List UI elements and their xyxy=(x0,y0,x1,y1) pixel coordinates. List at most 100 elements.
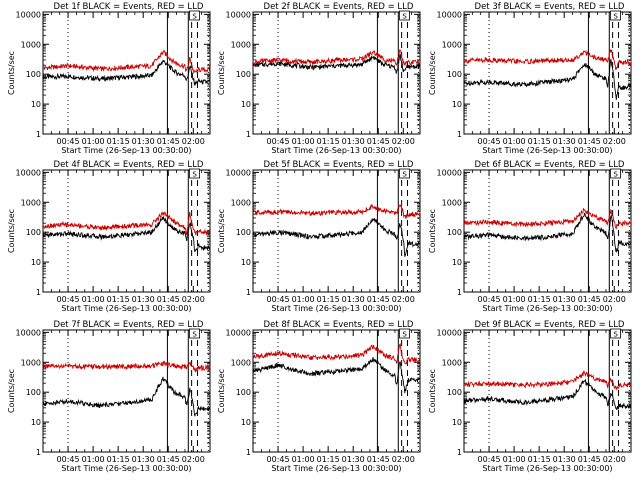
x-tick-label: 01:30 xyxy=(553,295,576,304)
x-tick-label: 01:15 xyxy=(528,137,551,146)
lld-series-line xyxy=(463,207,632,230)
y-tick-label: 10 xyxy=(241,258,251,267)
y-tick-label: 1 xyxy=(457,288,462,297)
y-tick-label: 1 xyxy=(246,288,251,297)
y-tick-label: 10000 xyxy=(437,168,462,177)
y-axis-label: Counts/sec xyxy=(7,209,16,253)
y-tick-label: 10 xyxy=(31,100,41,109)
panel-title: Det 5f BLACK = Events, RED = LLD xyxy=(264,160,414,170)
y-axis-label: Counts/sec xyxy=(7,51,16,95)
y-tick-label: 10 xyxy=(31,258,41,267)
y-tick-label: 10 xyxy=(452,100,462,109)
y-tick-label: 10 xyxy=(241,100,251,109)
events-series-line xyxy=(463,212,632,253)
y-tick-label: 10000 xyxy=(226,10,251,19)
y-tick-label: 100 xyxy=(26,70,41,79)
panel-det-4: Det 4f BLACK = Events, RED = LLD 1 10 100 10… xyxy=(7,160,211,313)
x-tick-label: 01:30 xyxy=(132,137,155,146)
y-tick-label: 1000 xyxy=(442,358,462,367)
x-tick-label: 01:30 xyxy=(342,295,365,304)
y-axis-label: Counts/sec xyxy=(428,209,437,253)
y-axis-label: Counts/sec xyxy=(7,369,16,413)
x-tick-label: 00:45 xyxy=(57,455,80,464)
x-tick-label: 01:00 xyxy=(82,295,105,304)
x-tick-label: 02:00 xyxy=(182,455,205,464)
y-axis-label: Counts/sec xyxy=(217,369,226,413)
y-tick-label: 100 xyxy=(447,70,462,79)
x-tick-label: 01:00 xyxy=(292,137,315,146)
y-tick-label: 1 xyxy=(36,448,41,457)
x-tick-label: 02:00 xyxy=(603,455,626,464)
y-tick-label: 100 xyxy=(447,388,462,397)
flag-box xyxy=(189,10,200,21)
y-tick-label: 1000 xyxy=(21,198,41,207)
flag-label: S xyxy=(402,13,407,21)
x-tick-label: 00:45 xyxy=(267,455,290,464)
lld-series-line xyxy=(463,49,632,71)
flag-label: S xyxy=(613,331,618,339)
x-tick-label: 01:45 xyxy=(578,137,601,146)
x-tick-label: 01:00 xyxy=(292,295,315,304)
x-tick-label: 01:15 xyxy=(107,295,130,304)
x-tick-label: 01:15 xyxy=(317,137,340,146)
flag-label: S xyxy=(402,171,407,179)
lld-series-line xyxy=(42,360,211,373)
x-tick-label: 01:45 xyxy=(157,137,180,146)
panel-title: Det 6f BLACK = Events, RED = LLD xyxy=(475,160,625,170)
x-tick-label: 00:45 xyxy=(267,137,290,146)
panel-title: Det 8f BLACK = Events, RED = LLD xyxy=(264,320,414,330)
x-tick-label: 01:30 xyxy=(553,137,576,146)
y-tick-label: 10 xyxy=(31,418,41,427)
x-tick-label: 00:45 xyxy=(57,295,80,304)
x-tick-label: 02:00 xyxy=(182,295,205,304)
x-tick-label: 01:30 xyxy=(132,455,155,464)
y-tick-label: 100 xyxy=(236,388,251,397)
x-tick-label: 02:00 xyxy=(182,137,205,146)
flag-label: S xyxy=(402,331,407,339)
y-tick-label: 1 xyxy=(246,448,251,457)
y-tick-label: 1 xyxy=(457,130,462,139)
x-tick-label: 01:30 xyxy=(553,455,576,464)
y-tick-label: 1000 xyxy=(21,40,41,49)
x-tick-label: 00:45 xyxy=(478,455,501,464)
events-series-line xyxy=(463,379,632,411)
flag-label: S xyxy=(613,13,618,21)
events-series-line xyxy=(252,218,421,257)
x-axis-label: Start Time (26-Sep-13 00:30:00) xyxy=(482,146,612,155)
y-axis-label: Counts/sec xyxy=(428,369,437,413)
events-series-line xyxy=(463,59,632,100)
x-axis-label: Start Time (26-Sep-13 00:30:00) xyxy=(61,304,191,313)
y-tick-label: 1 xyxy=(457,448,462,457)
x-tick-label: 01:00 xyxy=(82,137,105,146)
y-tick-label: 100 xyxy=(447,228,462,237)
x-axis-label: Start Time (26-Sep-13 00:30:00) xyxy=(271,464,401,473)
panel-title: Det 1f BLACK = Events, RED = LLD xyxy=(54,2,204,12)
x-tick-label: 01:15 xyxy=(528,295,551,304)
y-tick-label: 10000 xyxy=(437,328,462,337)
y-tick-label: 10 xyxy=(452,258,462,267)
x-axis-label: Start Time (26-Sep-13 00:30:00) xyxy=(482,464,612,473)
x-tick-label: 01:45 xyxy=(578,295,601,304)
y-tick-label: 10000 xyxy=(16,328,41,337)
y-axis-label: Counts/sec xyxy=(428,51,437,95)
flag-box xyxy=(399,10,410,21)
flag-label: S xyxy=(192,171,197,179)
x-tick-label: 01:30 xyxy=(132,295,155,304)
flag-box xyxy=(189,168,200,179)
events-series-line xyxy=(42,215,211,252)
x-tick-label: 00:45 xyxy=(57,137,80,146)
lld-series-line xyxy=(463,370,632,391)
y-tick-label: 1000 xyxy=(231,198,251,207)
x-tick-label: 01:15 xyxy=(528,455,551,464)
x-tick-label: 02:00 xyxy=(392,295,415,304)
y-tick-label: 10 xyxy=(241,418,251,427)
y-tick-label: 1000 xyxy=(442,198,462,207)
panel-title: Det 7f BLACK = Events, RED = LLD xyxy=(54,320,204,330)
x-tick-label: 01:45 xyxy=(578,455,601,464)
y-tick-label: 10000 xyxy=(16,10,41,19)
x-axis-label: Start Time (26-Sep-13 00:30:00) xyxy=(61,464,191,473)
x-axis-label: Start Time (26-Sep-13 00:30:00) xyxy=(482,304,612,313)
y-axis-label: Counts/sec xyxy=(217,51,226,95)
x-tick-label: 01:45 xyxy=(367,137,390,146)
x-tick-label: 00:45 xyxy=(478,137,501,146)
